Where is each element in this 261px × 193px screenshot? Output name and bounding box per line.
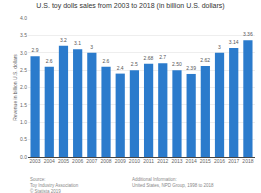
svg-text:0.5: 0.5 <box>20 136 27 142</box>
svg-text:Additional Information:United: Additional Information:United States, NP… <box>132 177 214 188</box>
svg-text:2.4: 2.4 <box>117 65 124 71</box>
svg-text:2006: 2006 <box>72 158 83 164</box>
svg-text:2011: 2011 <box>143 158 154 164</box>
svg-text:3.5: 3.5 <box>20 32 27 38</box>
svg-text:2014: 2014 <box>186 158 197 164</box>
svg-text:2.5: 2.5 <box>20 67 27 73</box>
svg-text:2013: 2013 <box>171 158 182 164</box>
svg-text:2012: 2012 <box>157 158 168 164</box>
svg-text:2018: 2018 <box>242 158 253 164</box>
svg-text:2.7: 2.7 <box>159 54 166 60</box>
svg-text:1.5: 1.5 <box>20 102 27 108</box>
svg-text:2003: 2003 <box>30 158 41 164</box>
svg-text:3: 3 <box>90 44 93 50</box>
svg-text:Source:Toy Industry Associatio: Source:Toy Industry Association© Statist… <box>30 177 79 193</box>
svg-text:2004: 2004 <box>44 158 55 164</box>
svg-text:2005: 2005 <box>58 158 69 164</box>
svg-text:2.6: 2.6 <box>46 58 53 64</box>
svg-text:1.0: 1.0 <box>20 119 27 125</box>
svg-text:2.9: 2.9 <box>32 47 39 53</box>
svg-text:2010: 2010 <box>129 158 140 164</box>
svg-text:2.68: 2.68 <box>144 55 154 61</box>
svg-text:2.39: 2.39 <box>186 65 196 71</box>
svg-text:0.0: 0.0 <box>20 154 27 160</box>
svg-text:2.62: 2.62 <box>200 57 210 63</box>
svg-text:2016: 2016 <box>214 158 225 164</box>
svg-text:U.S. toy dolls sales from 2003: U.S. toy dolls sales from 2003 to 2018 (… <box>36 2 224 10</box>
svg-text:3.2: 3.2 <box>60 37 67 43</box>
svg-text:3: 3 <box>218 44 221 50</box>
svg-text:2.5: 2.5 <box>131 61 138 67</box>
svg-text:2.0: 2.0 <box>20 84 27 90</box>
svg-text:2008: 2008 <box>100 158 111 164</box>
svg-text:2009: 2009 <box>115 158 126 164</box>
svg-text:2.6: 2.6 <box>102 58 109 64</box>
svg-text:2.50: 2.50 <box>172 61 182 67</box>
svg-text:4.0: 4.0 <box>20 15 27 21</box>
svg-text:3.14: 3.14 <box>229 39 239 45</box>
svg-text:2007: 2007 <box>86 158 97 164</box>
svg-text:3.1: 3.1 <box>74 40 81 46</box>
svg-text:2015: 2015 <box>200 158 211 164</box>
svg-text:2017: 2017 <box>228 158 239 164</box>
svg-text:3.0: 3.0 <box>20 50 27 56</box>
svg-text:Revenue in billion U.S. dollar: Revenue in billion U.S. dollars <box>12 54 18 121</box>
svg-text:3.36: 3.36 <box>243 31 253 37</box>
